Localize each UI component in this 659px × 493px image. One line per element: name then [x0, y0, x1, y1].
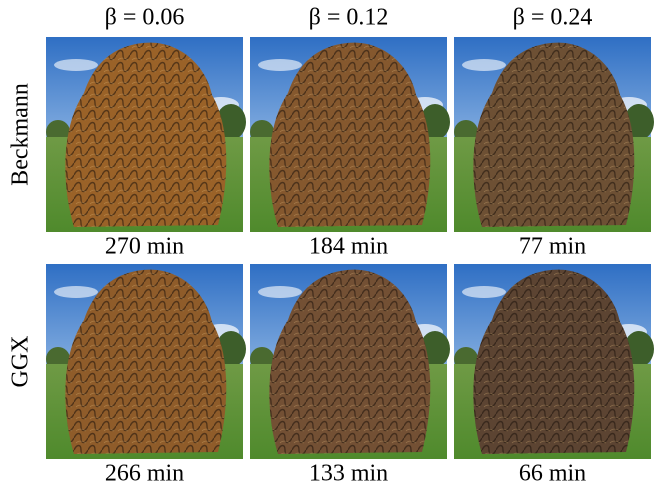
row-label: GGX	[8, 336, 34, 388]
render-image	[250, 37, 450, 232]
column-header: β = 0.24	[513, 5, 593, 31]
render-image	[46, 37, 246, 232]
render-image	[250, 264, 450, 459]
render-time: 77 min	[519, 234, 586, 260]
render-time: 184 min	[309, 234, 388, 260]
render-image	[46, 264, 246, 459]
render-time: 66 min	[519, 461, 586, 487]
render-time: 270 min	[105, 234, 184, 260]
column-header: β = 0.06	[105, 5, 185, 31]
row-label: Beckmann	[8, 83, 34, 186]
column-header: β = 0.12	[309, 5, 389, 31]
render-time: 266 min	[105, 461, 184, 487]
render-image	[454, 37, 654, 232]
render-image	[454, 264, 654, 459]
render-time: 133 min	[309, 461, 388, 487]
